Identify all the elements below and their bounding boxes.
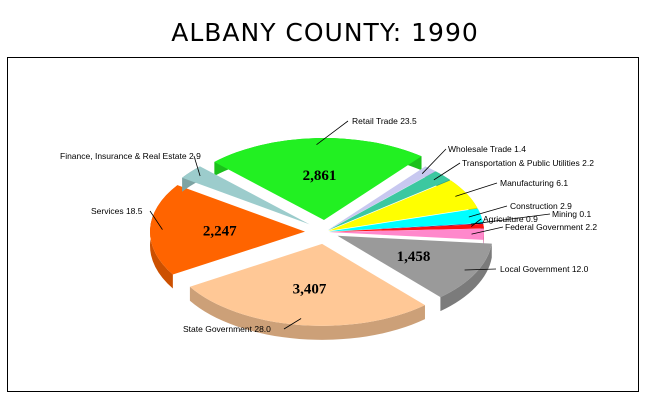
slice-6 bbox=[328, 223, 484, 232]
slice-label-4: Construction 2.9 bbox=[510, 201, 572, 211]
leader-line-8 bbox=[464, 268, 497, 271]
slice-2 bbox=[327, 171, 450, 231]
slice-label-8: Local Government 12.0 bbox=[500, 264, 589, 274]
slice-value-10: 2,247 bbox=[203, 223, 237, 239]
slice-label-0: Retail Trade 23.5 bbox=[352, 116, 417, 126]
chart-title: ALBANY COUNTY: 1990 bbox=[171, 18, 479, 47]
pie-slices bbox=[150, 138, 492, 340]
slice-3 bbox=[328, 180, 478, 231]
slice-0 bbox=[214, 138, 422, 221]
leader-line-3 bbox=[455, 182, 498, 197]
slice-5 bbox=[328, 223, 484, 232]
slice-11 bbox=[182, 166, 310, 225]
slice-label-11: Finance, Insurance & Real Estate 2.9 bbox=[60, 151, 201, 161]
slice-labels: Retail Trade 23.5 Wholesale Trade 1.4 Tran… bbox=[60, 116, 597, 334]
leader-line-5 bbox=[470, 213, 551, 225]
slice-value-0: 2,861 bbox=[303, 168, 337, 184]
slice-10 bbox=[150, 185, 306, 275]
slice-1 bbox=[327, 166, 436, 231]
slice-value-9: 3,407 bbox=[293, 281, 327, 297]
leader-line-2 bbox=[433, 162, 461, 181]
leader-line-0 bbox=[316, 120, 349, 145]
slice-side-9 bbox=[189, 286, 425, 340]
slice-4 bbox=[328, 208, 484, 232]
slice-label-2: Transportation & Public Utilities 2.2 bbox=[462, 158, 594, 168]
leader-line-10 bbox=[149, 210, 163, 230]
leader-lines bbox=[149, 120, 551, 330]
slice-label-7: Federal Government 2.2 bbox=[505, 222, 597, 232]
slice-values: 2,861 1,458 3,407 2,247 bbox=[203, 168, 430, 298]
slice-label-9: State Government 28.0 bbox=[183, 324, 271, 334]
slice-9 bbox=[189, 243, 425, 326]
leader-line-9 bbox=[283, 318, 302, 330]
slice-8 bbox=[337, 235, 492, 298]
leader-line-1 bbox=[421, 148, 447, 174]
leader-line-4 bbox=[468, 205, 508, 218]
slice-side-8 bbox=[440, 243, 492, 312]
slice-label-1: Wholesale Trade 1.4 bbox=[448, 144, 526, 154]
slice-label-5: Mining 0.1 bbox=[552, 209, 591, 219]
leader-line-6 bbox=[471, 218, 482, 227]
slice-label-10: Services 18.5 bbox=[91, 206, 143, 216]
slice-value-8: 1,458 bbox=[397, 249, 431, 265]
slice-label-6: Agriculture 0.9 bbox=[483, 214, 538, 224]
leader-line-7 bbox=[471, 226, 504, 235]
slice-label-3: Manufacturing 6.1 bbox=[500, 178, 568, 188]
leader-line-11 bbox=[193, 155, 201, 177]
slice-7 bbox=[328, 228, 484, 240]
